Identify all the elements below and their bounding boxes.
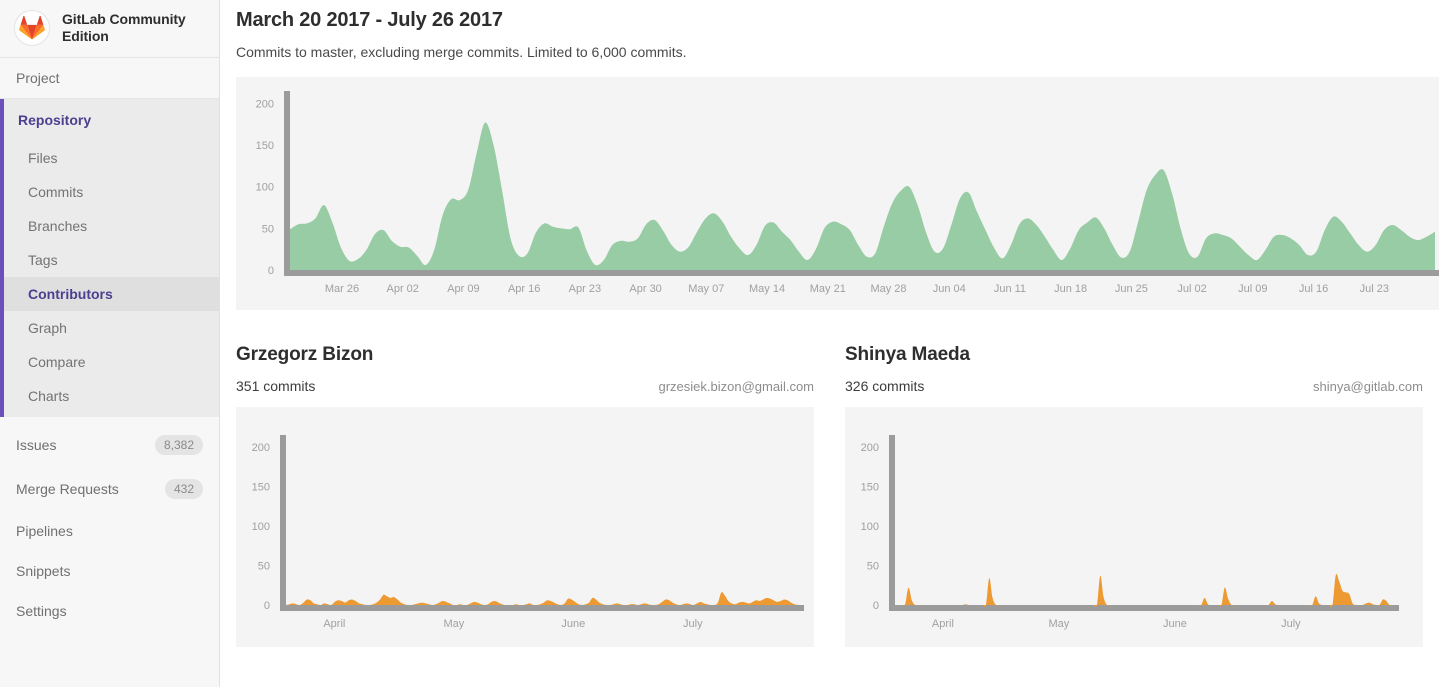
svg-text:Jul 16: Jul 16: [1299, 283, 1328, 295]
sidebar-item-pipelines-label: Pipelines: [16, 523, 73, 539]
sidebar-item-compare[interactable]: Compare: [28, 354, 86, 370]
overall-commits-chart-svg: 0 50 100 150 200 Mar 26 Apr 02 Apr 09 Apr 16 Apr …: [256, 91, 1439, 295]
contributor-email: grzesiek.bizon@gmail.com: [658, 379, 814, 394]
svg-text:150: 150: [256, 140, 274, 152]
sidebar-item-settings-label: Settings: [16, 603, 67, 619]
svg-text:Jun 04: Jun 04: [933, 283, 966, 295]
overall-commits-chart: 0 50 100 150 200 Mar 26 Apr 02 Apr 09 Apr 16 Apr …: [236, 77, 1439, 310]
sidebar-divider: [0, 98, 219, 99]
svg-text:50: 50: [258, 560, 270, 572]
svg-text:Apr 09: Apr 09: [447, 283, 479, 295]
sidebar-item-branches[interactable]: Branches: [28, 218, 88, 234]
svg-text:May 28: May 28: [870, 283, 906, 295]
sidebar-item-issues[interactable]: Issues 8,382: [0, 423, 219, 467]
svg-text:150: 150: [861, 481, 879, 493]
page-subtitle: Commits to master, excluding merge commi…: [236, 44, 687, 60]
issues-count-badge: 8,382: [154, 435, 203, 455]
svg-text:0: 0: [268, 265, 274, 277]
sidebar: GitLab Community Edition Project Reposit…: [0, 0, 220, 687]
sidebar-item-charts[interactable]: Charts: [28, 388, 70, 404]
contributor-commit-count: 351 commits: [236, 378, 316, 394]
svg-text:100: 100: [256, 182, 274, 194]
contributor-commit-count: 326 commits: [845, 378, 925, 394]
svg-text:100: 100: [252, 521, 270, 533]
svg-text:Jul 09: Jul 09: [1238, 283, 1267, 295]
svg-text:200: 200: [252, 442, 270, 454]
merge-requests-count-badge: 432: [164, 479, 203, 499]
sidebar-item-settings[interactable]: Settings: [0, 591, 219, 631]
svg-text:Jun 11: Jun 11: [994, 283, 1026, 295]
svg-text:May: May: [1049, 618, 1070, 630]
contributor-name: Grzegorz Bizon: [236, 344, 374, 365]
svg-text:Apr 16: Apr 16: [508, 283, 540, 295]
svg-text:Apr 30: Apr 30: [629, 283, 661, 295]
svg-text:May 14: May 14: [749, 283, 785, 295]
svg-text:July: July: [1281, 618, 1301, 630]
sidebar-item-issues-label: Issues: [16, 437, 57, 453]
svg-text:Jul 23: Jul 23: [1360, 283, 1389, 295]
sidebar-section-repository: Repository Files Commits Branches Tags C…: [0, 99, 219, 417]
svg-text:April: April: [932, 618, 954, 630]
contributor-name: Shinya Maeda: [845, 344, 970, 365]
svg-text:Apr 23: Apr 23: [569, 283, 601, 295]
svg-text:July: July: [683, 618, 703, 630]
svg-text:50: 50: [867, 560, 879, 572]
contributor-card: Grzegorz Bizon 351 commits grzesiek.bizo…: [236, 344, 814, 647]
svg-text:Jun 25: Jun 25: [1115, 283, 1148, 295]
contributor-chart-container: 0 50 100 150 200 April May June July: [236, 407, 814, 647]
svg-text:Mar 26: Mar 26: [325, 283, 359, 295]
svg-text:100: 100: [861, 521, 879, 533]
svg-text:150: 150: [252, 481, 270, 493]
contributors-grid: Grzegorz Bizon 351 commits grzesiek.bizo…: [236, 344, 1439, 647]
svg-text:0: 0: [264, 600, 270, 612]
svg-text:May: May: [443, 618, 464, 630]
sidebar-item-files[interactable]: Files: [28, 150, 58, 166]
sidebar-item-contributors[interactable]: Contributors: [4, 277, 219, 311]
svg-text:Jul 02: Jul 02: [1177, 283, 1206, 295]
contributor-chart-svg: 0 50 100 150 200 April May June July: [861, 435, 1399, 630]
svg-text:Jun 18: Jun 18: [1054, 283, 1087, 295]
svg-text:May 21: May 21: [810, 283, 846, 295]
brand-title: GitLab Community Edition: [62, 10, 186, 44]
gitlab-tanuki-icon: [14, 9, 50, 46]
page-title: March 20 2017 - July 26 2017: [236, 9, 503, 31]
main-content: March 20 2017 - July 26 2017 Commits to …: [220, 0, 1439, 687]
sidebar-bottom-nav: Issues 8,382 Merge Requests 432 Pipeline…: [0, 417, 219, 631]
svg-text:June: June: [561, 618, 585, 630]
contributor-card: Shinya Maeda 326 commits shinya@gitlab.c…: [845, 344, 1423, 647]
sidebar-item-repository[interactable]: Repository: [18, 112, 92, 128]
svg-text:200: 200: [861, 442, 879, 454]
contributor-chart-container: 0 50 100 150 200 April May June July: [845, 407, 1423, 647]
sidebar-item-snippets[interactable]: Snippets: [0, 551, 219, 591]
svg-text:50: 50: [262, 223, 274, 235]
brand-header[interactable]: GitLab Community Edition: [0, 0, 219, 58]
sidebar-item-project[interactable]: Project: [0, 58, 219, 98]
contributor-email: shinya@gitlab.com: [1312, 379, 1423, 394]
svg-text:June: June: [1163, 618, 1187, 630]
sidebar-item-snippets-label: Snippets: [16, 563, 71, 579]
contributor-meta: 351 commits grzesiek.bizon@gmail.com: [236, 378, 814, 394]
svg-text:0: 0: [873, 600, 879, 612]
svg-text:April: April: [323, 618, 345, 630]
svg-text:May 07: May 07: [688, 283, 724, 295]
contributor-meta: 326 commits shinya@gitlab.com: [845, 378, 1423, 394]
sidebar-item-pipelines[interactable]: Pipelines: [0, 511, 219, 551]
svg-text:Apr 02: Apr 02: [387, 283, 419, 295]
sidebar-item-merge-requests[interactable]: Merge Requests 432: [0, 467, 219, 511]
sidebar-item-graph[interactable]: Graph: [28, 320, 67, 336]
sidebar-item-tags[interactable]: Tags: [28, 252, 58, 268]
contributor-chart-svg: 0 50 100 150 200 April May June July: [252, 435, 804, 630]
sidebar-item-commits[interactable]: Commits: [28, 184, 84, 200]
svg-text:200: 200: [256, 98, 274, 110]
sidebar-item-project-label: Project: [16, 70, 60, 86]
sidebar-item-merge-requests-label: Merge Requests: [16, 481, 119, 497]
